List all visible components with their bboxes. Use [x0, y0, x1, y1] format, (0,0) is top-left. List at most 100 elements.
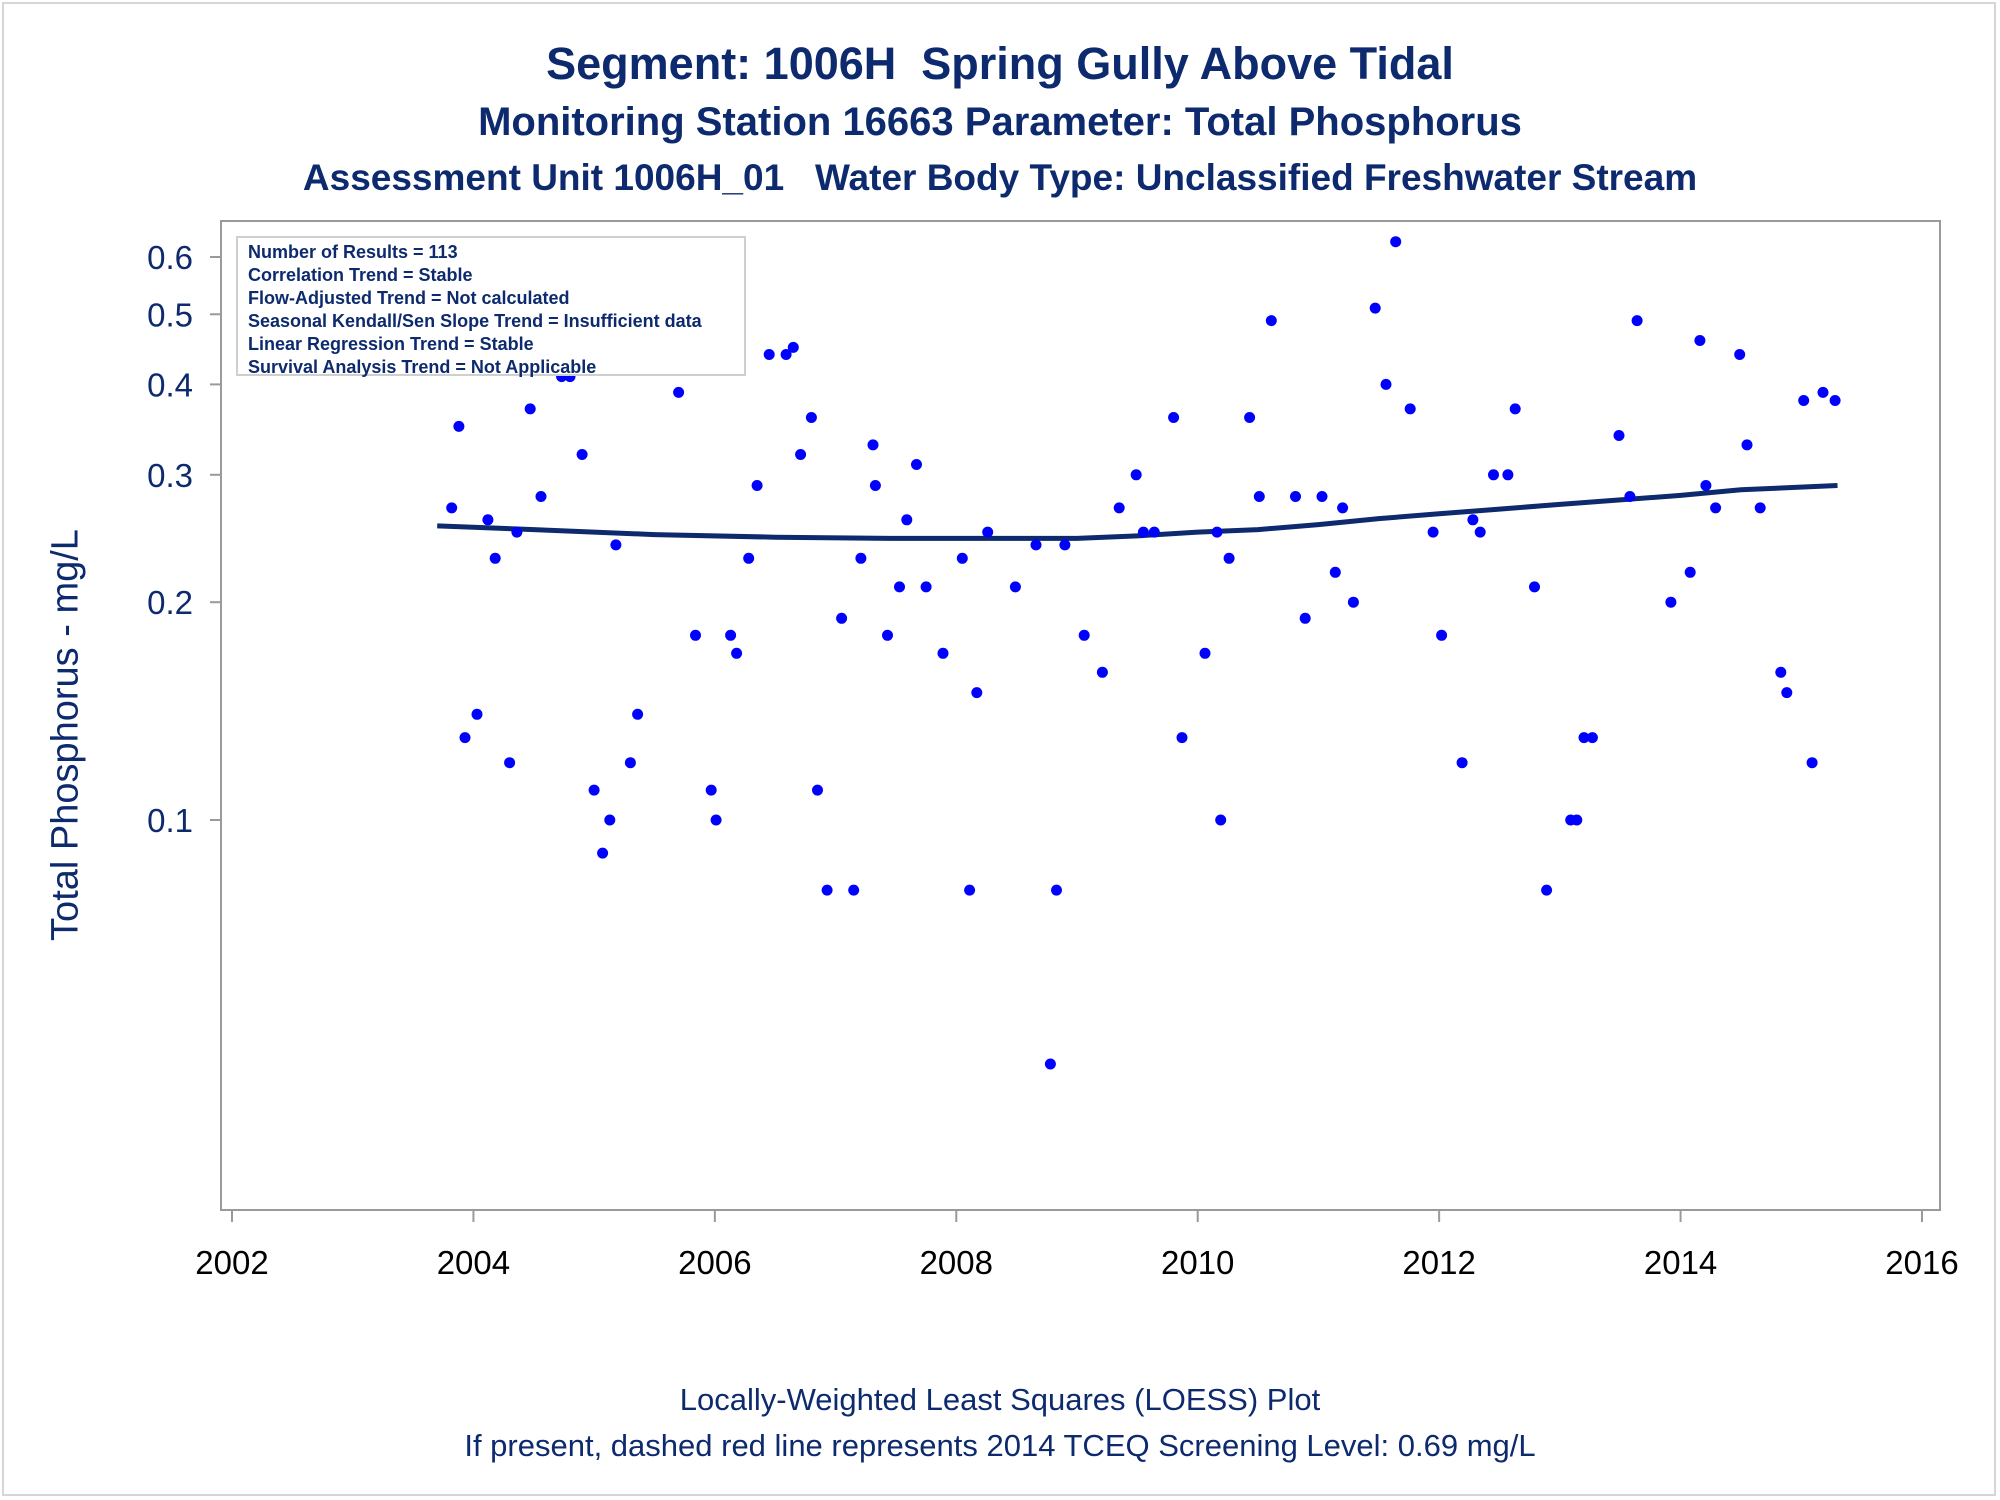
data-point	[482, 514, 494, 526]
legend-line: Survival Analysis Trend = Not Applicable	[248, 357, 597, 377]
y-tick-label: 0.5	[147, 296, 193, 333]
data-point	[1059, 539, 1071, 551]
data-point	[836, 612, 848, 624]
data-point	[1684, 566, 1696, 578]
data-point	[882, 629, 893, 641]
data-point	[1710, 502, 1722, 514]
data-point	[1390, 236, 1402, 248]
data-point	[1223, 552, 1235, 564]
data-point	[911, 459, 922, 470]
data-point	[1244, 412, 1256, 423]
data-points	[434, 236, 1841, 1070]
data-point	[1502, 469, 1514, 481]
data-point	[459, 732, 471, 744]
y-axis: 0.1 0.2 0.3 0.4 0.5 0.6	[147, 239, 221, 839]
data-point	[1265, 315, 1277, 327]
data-point	[1829, 395, 1841, 406]
data-point	[1781, 687, 1793, 699]
legend-line: Linear Regression Trend = Stable	[248, 334, 534, 354]
data-point	[920, 581, 932, 593]
data-point	[1586, 732, 1598, 744]
data-point	[1051, 884, 1062, 896]
y-tick-label: 0.2	[147, 584, 193, 621]
data-point	[446, 502, 458, 514]
data-point	[1130, 469, 1142, 481]
data-point	[1337, 502, 1349, 514]
data-point	[453, 420, 465, 432]
data-point	[1694, 335, 1706, 346]
data-point	[1211, 526, 1223, 538]
data-point	[1113, 502, 1125, 514]
data-point	[787, 341, 799, 353]
data-point	[1404, 403, 1416, 415]
x-tick-label: 2008	[920, 1244, 993, 1281]
data-point	[524, 403, 536, 415]
data-point	[1369, 302, 1381, 314]
data-point	[751, 480, 763, 491]
data-point	[710, 814, 722, 826]
data-point	[1456, 757, 1468, 769]
x-tick-label: 2006	[678, 1244, 751, 1281]
x-axis: 2002 2004 2006 2008 2010 2012 2014 2016	[195, 1210, 1959, 1281]
data-point	[535, 491, 547, 502]
data-point	[956, 552, 968, 564]
data-point	[901, 514, 913, 526]
loess-line	[437, 483, 1838, 541]
data-point	[1199, 647, 1211, 659]
data-point	[1009, 581, 1021, 593]
data-point	[1541, 884, 1553, 896]
data-point	[1624, 491, 1636, 502]
data-point	[763, 349, 775, 360]
legend-line: Seasonal Kendall/Sen Slope Trend = Insuf…	[248, 311, 702, 331]
data-point	[1754, 502, 1766, 514]
loess-trend	[437, 483, 1838, 541]
data-point	[1329, 566, 1341, 578]
data-point	[1467, 514, 1479, 526]
footnote-screening-level: If present, dashed red line represents 2…	[464, 1428, 1536, 1463]
chart-subtitle: Monitoring Station 16663 Parameter: Tota…	[478, 100, 1522, 144]
data-point	[504, 757, 516, 769]
data-point	[1380, 378, 1392, 390]
data-point	[489, 552, 501, 564]
data-point	[1613, 430, 1625, 441]
data-point	[743, 552, 755, 564]
data-point	[1044, 1058, 1056, 1070]
data-point	[610, 539, 622, 551]
legend-line: Flow-Adjusted Trend = Not calculated	[248, 288, 570, 308]
data-point	[576, 449, 588, 460]
data-point	[1700, 480, 1712, 491]
data-point	[1030, 539, 1042, 551]
data-point	[1078, 629, 1090, 641]
data-point	[1253, 491, 1265, 502]
data-point	[971, 687, 983, 699]
x-tick-label: 2014	[1644, 1244, 1717, 1281]
x-tick-label: 2004	[437, 1244, 510, 1281]
data-point	[1571, 814, 1583, 826]
data-point	[1168, 412, 1180, 423]
data-point	[1347, 596, 1359, 608]
data-point	[1316, 491, 1328, 502]
x-tick-label: 2012	[1402, 1244, 1475, 1281]
data-point	[855, 552, 867, 564]
data-point	[1817, 386, 1829, 398]
data-point	[1488, 469, 1499, 481]
data-point	[471, 708, 483, 720]
legend-line: Number of Results = 113	[248, 242, 458, 262]
data-point	[1741, 439, 1753, 451]
chart-title: Segment: 1006H Spring Gully Above Tidal	[546, 38, 1454, 89]
data-point	[597, 847, 609, 859]
y-tick-label: 0.3	[147, 457, 193, 494]
chart-subtitle-2: Assessment Unit 1006H_01 Water Body Type…	[302, 157, 1698, 198]
data-point	[1137, 526, 1149, 538]
data-point	[588, 784, 600, 796]
data-point	[1427, 526, 1439, 538]
data-point	[1806, 757, 1818, 769]
data-point	[1578, 732, 1590, 744]
data-point	[511, 526, 523, 538]
x-tick-label: 2010	[1161, 1244, 1234, 1281]
data-point	[964, 884, 976, 896]
data-point	[1474, 526, 1486, 538]
x-tick-label: 2002	[195, 1244, 268, 1281]
